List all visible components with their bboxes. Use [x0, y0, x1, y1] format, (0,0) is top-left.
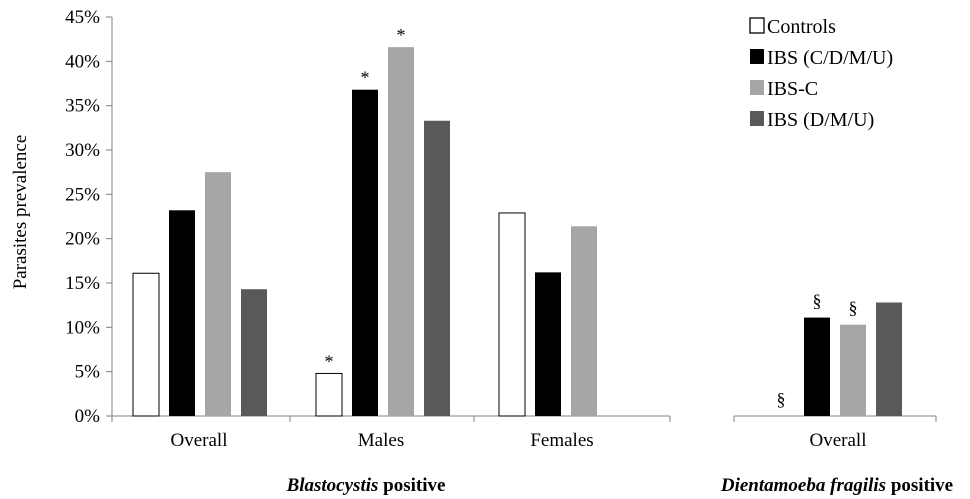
bar — [388, 47, 414, 416]
legend-swatch — [750, 80, 764, 95]
significance-mark: * — [397, 25, 406, 45]
legend-swatch — [750, 49, 764, 64]
legend-label: IBS (C/D/M/U) — [767, 47, 893, 69]
significance-mark: * — [361, 68, 370, 88]
y-tick-label: 10% — [65, 317, 100, 338]
bar — [840, 324, 866, 416]
y-tick-label: 5% — [75, 362, 101, 383]
legend-swatch — [750, 111, 764, 126]
bar — [571, 226, 597, 416]
category-label: Males — [358, 430, 404, 451]
y-tick-label: 15% — [65, 273, 100, 294]
group-label-dientamoeba: Dientamoeba fragilis positive — [720, 475, 953, 496]
y-tick-label: 20% — [65, 229, 100, 250]
bar — [352, 89, 378, 416]
legend-label: Controls — [767, 16, 836, 38]
legend-label: IBS (D/M/U) — [767, 109, 874, 131]
significance-mark: § — [777, 389, 786, 409]
bar — [241, 289, 267, 416]
y-tick-label: 0% — [75, 406, 101, 427]
category-label: Overall — [171, 430, 228, 451]
group-label-blastocystis: Blastocystis positive — [286, 475, 446, 496]
significance-mark: § — [849, 298, 858, 318]
legend-swatch — [749, 17, 765, 34]
bar — [498, 212, 526, 417]
bar — [205, 172, 231, 416]
bars: * * * § § § — [132, 25, 902, 417]
y-ticks: 0% 5% 10% 15% 20% 25% 30% 35% 40% 45% — [65, 7, 112, 427]
y-tick-label: 40% — [65, 51, 100, 72]
category-label: Females — [530, 430, 593, 451]
significance-mark: § — [813, 291, 822, 311]
y-tick-label: 35% — [65, 96, 100, 117]
category-label: Overall — [810, 430, 867, 451]
significance-mark: * — [325, 351, 334, 371]
y-tick-label: 25% — [65, 184, 100, 205]
bar — [535, 272, 561, 416]
y-tick-label: 30% — [65, 140, 100, 161]
y-tick-label: 45% — [65, 7, 100, 28]
bar — [315, 372, 343, 417]
legend: Controls IBS (C/D/M/U) IBS-C IBS (D/M/U) — [749, 16, 893, 131]
bar — [876, 302, 902, 416]
y-axis-label: Parasites prevalence — [10, 135, 31, 290]
legend-label: IBS-C — [767, 78, 818, 100]
bar — [132, 272, 160, 417]
bar — [804, 317, 830, 416]
category-labels: Overall Males Females Overall — [111, 416, 937, 451]
bar — [169, 210, 195, 416]
bar — [424, 120, 450, 417]
